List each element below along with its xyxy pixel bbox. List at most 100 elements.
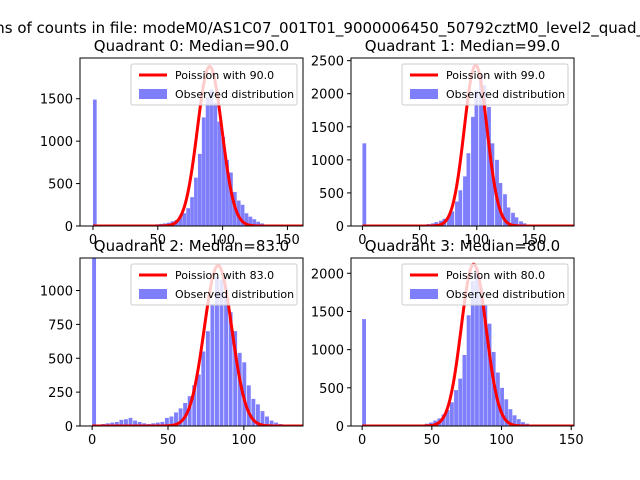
histogram-bar: [487, 106, 491, 226]
histogram-bar: [92, 99, 97, 226]
legend-label-observed: Observed distribution: [175, 288, 294, 301]
histogram-bar: [519, 221, 523, 226]
histogram-bar: [445, 409, 450, 426]
x-tick-label: 150: [522, 233, 547, 248]
legend-bar-swatch: [410, 89, 438, 99]
plot-area: [92, 64, 303, 226]
histogram-bar: [479, 287, 484, 426]
panel-title: Quadrant 0: Median=90.0: [94, 37, 289, 55]
histogram-bar: [458, 190, 463, 226]
legend-box: [130, 63, 298, 106]
panel-title: Quadrant 2: Median=83.0: [94, 237, 289, 255]
legend-box: [401, 63, 569, 106]
histogram-bar: [471, 116, 475, 226]
histogram-bar: [240, 204, 245, 226]
histogram-bar: [252, 219, 257, 226]
axes-frame: [350, 57, 575, 227]
histogram-bar: [466, 153, 471, 226]
y-tick-label: 750: [48, 318, 73, 333]
histogram-bar: [110, 422, 115, 426]
figure-title: Histograms of counts in file: modeM0/AS1…: [0, 19, 640, 38]
y-tick-label: 0: [65, 420, 73, 435]
histogram-bar: [434, 222, 439, 226]
histogram-bar: [196, 374, 201, 426]
x-tick-label: 50: [160, 433, 177, 448]
histogram-bar: [449, 402, 454, 426]
y-tick-label: 1500: [311, 305, 344, 320]
histogram-bar: [92, 258, 97, 426]
y-tick-label: 0: [65, 220, 73, 235]
histogram-bar: [441, 414, 446, 426]
histogram-bar: [197, 153, 202, 226]
histogram-bar: [466, 315, 471, 426]
histogram-bar: [155, 422, 160, 426]
histogram-bar: [470, 280, 475, 426]
histogram-bar: [178, 216, 183, 226]
y-tick-label: 1000: [311, 154, 344, 169]
histogram-bar: [178, 408, 183, 426]
histogram-bar: [237, 352, 242, 426]
y-tick-label: 2000: [311, 267, 344, 282]
histogram-bar: [160, 421, 165, 426]
histogram-bar: [192, 385, 197, 426]
x-tick-label: 100: [210, 233, 235, 248]
histogram-bar: [265, 416, 269, 426]
x-tick-label: 50: [150, 233, 167, 248]
histogram-bar: [215, 276, 219, 426]
legend-label-fit: Poission with 83.0: [175, 269, 274, 282]
histogram-bar: [521, 422, 525, 426]
histogram-bar: [128, 417, 133, 426]
histogram-bar: [209, 89, 214, 226]
x-tick-label: 0: [358, 433, 366, 448]
histogram-bar: [205, 97, 210, 226]
histogram-bar: [462, 354, 467, 426]
histogram-bar: [164, 417, 169, 426]
x-tick-label: 150: [559, 433, 584, 448]
histogram-bar: [454, 390, 458, 426]
histogram-bar: [490, 143, 495, 226]
histogram-bar: [514, 217, 519, 226]
histogram-bar: [228, 312, 233, 426]
histogram-bar: [458, 378, 463, 426]
y-tick-label: 1500: [40, 93, 73, 108]
y-tick-label: 0: [336, 420, 344, 435]
histogram-bar: [516, 419, 521, 426]
histogram-bar: [194, 177, 198, 226]
x-tick-label: 50: [424, 433, 441, 448]
histogram-bar: [362, 319, 366, 426]
x-tick-label: 0: [88, 433, 96, 448]
histogram-bar: [463, 176, 467, 226]
histogram-bar: [182, 213, 187, 226]
y-tick-label: 1000: [311, 344, 344, 359]
histogram-bar: [186, 208, 190, 226]
legend-label-fit: Poission with 99.0: [446, 69, 545, 82]
histogram-bar: [114, 421, 119, 426]
y-tick-label: 2000: [311, 88, 344, 103]
histogram-bar: [506, 207, 511, 226]
legend-bar-swatch: [139, 289, 167, 299]
histogram-bar: [137, 421, 142, 426]
x-tick-label: 100: [489, 433, 514, 448]
x-tick-label: 100: [464, 233, 489, 248]
histogram-bar: [255, 404, 260, 426]
histogram-bar: [133, 420, 137, 426]
histogram-bar: [508, 409, 513, 426]
histogram-bar: [447, 216, 451, 226]
x-tick-label: 50: [411, 233, 428, 248]
poisson-fit-line: [92, 64, 303, 226]
y-tick-label: 500: [319, 187, 344, 202]
y-tick-label: 500: [48, 178, 73, 193]
x-tick-label: 0: [358, 233, 366, 248]
histogram-bar: [479, 75, 483, 226]
histogram-bar: [219, 279, 224, 426]
legend-label-observed: Observed distribution: [446, 288, 565, 301]
y-tick-label: 250: [48, 386, 73, 401]
histogram-bar: [246, 385, 251, 426]
histogram-bar: [187, 396, 192, 426]
histogram-bar: [201, 117, 206, 226]
legend-label-fit: Poission with 90.0: [175, 69, 274, 82]
